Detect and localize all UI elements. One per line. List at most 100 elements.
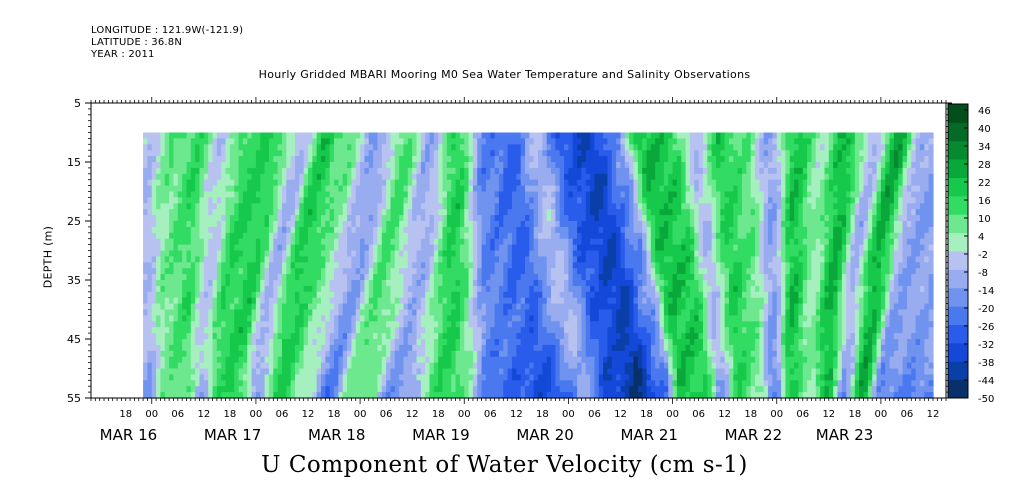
heatmap-cell <box>407 339 413 346</box>
heatmap-cell <box>294 209 300 216</box>
heatmap-cell <box>360 185 366 193</box>
heatmap-cell <box>216 244 222 252</box>
heatmap-cell <box>351 344 357 352</box>
heatmap-cell <box>516 303 522 311</box>
heatmap-cell <box>225 344 231 352</box>
heatmap-cell <box>381 209 387 216</box>
heatmap-cell <box>156 144 162 151</box>
heatmap-cell <box>242 226 248 234</box>
heatmap-cell <box>520 380 526 387</box>
heatmap-cell <box>598 203 604 210</box>
heatmap-cell <box>182 344 188 352</box>
heatmap-cell <box>420 339 426 346</box>
heatmap-cell <box>390 368 396 375</box>
heatmap-cell <box>216 327 222 334</box>
heatmap-cell <box>381 274 387 281</box>
heatmap-cell <box>551 309 556 316</box>
heatmap-cell <box>564 209 570 216</box>
heatmap-cell <box>442 221 448 228</box>
heatmap-cell <box>525 179 530 187</box>
heatmap-cell <box>620 144 626 151</box>
heatmap-cell <box>299 156 305 163</box>
heatmap-cell <box>572 144 578 151</box>
heatmap-cell <box>238 315 244 322</box>
heatmap-cell <box>494 333 500 340</box>
heatmap-cell <box>268 232 274 240</box>
heatmap-cell <box>412 244 418 252</box>
heatmap-cell <box>195 268 201 275</box>
heatmap-cell <box>542 232 548 240</box>
heatmap-cell <box>403 156 409 163</box>
heatmap-cell <box>234 380 240 387</box>
heatmap-cell <box>546 297 552 305</box>
heatmap-cell <box>303 368 309 375</box>
heatmap-cell <box>277 226 283 234</box>
heatmap-cell <box>260 386 266 393</box>
heatmap-cell <box>277 132 283 139</box>
heatmap-cell <box>164 327 170 334</box>
heatmap-cell <box>386 250 392 257</box>
heatmap-cell <box>590 209 596 216</box>
heatmap-cell <box>568 321 574 328</box>
heatmap-cell <box>160 339 166 346</box>
heatmap-cell <box>334 392 339 399</box>
heatmap-cell <box>538 344 543 352</box>
heatmap-cell <box>581 315 587 322</box>
heatmap-cell <box>373 327 379 334</box>
heatmap-cell <box>351 179 357 187</box>
heatmap-cell <box>173 173 179 181</box>
heatmap-cell <box>503 203 509 210</box>
heatmap-cell <box>533 280 539 287</box>
heatmap-cell <box>260 303 266 311</box>
heatmap-cell <box>542 327 548 334</box>
heatmap-cell <box>477 185 483 193</box>
heatmap-cell <box>247 144 253 151</box>
heatmap-cell <box>529 221 535 228</box>
heatmap-cell <box>255 280 261 287</box>
heatmap-cell <box>525 285 530 293</box>
heatmap-cell <box>260 274 266 281</box>
heatmap-cell <box>472 162 478 169</box>
heatmap-cell <box>312 144 318 151</box>
heatmap-cell <box>203 238 209 246</box>
heatmap-cell <box>581 374 587 381</box>
heatmap-cell <box>438 374 444 381</box>
heatmap-cell <box>286 162 292 169</box>
heatmap-cell <box>386 221 392 228</box>
heatmap-cell <box>585 132 591 139</box>
heatmap-cell <box>507 368 513 375</box>
heatmap-cell <box>559 297 565 305</box>
heatmap-cell <box>325 256 331 263</box>
heatmap-cell <box>143 321 149 328</box>
heatmap-cell <box>177 380 183 387</box>
heatmap-cell <box>446 327 452 334</box>
heatmap-cell <box>564 291 570 299</box>
heatmap-cell <box>468 297 474 305</box>
heatmap-cell <box>321 280 326 287</box>
heatmap-cell <box>164 256 170 263</box>
heatmap-cell <box>195 191 201 198</box>
heatmap-cell <box>182 173 188 181</box>
heatmap-cell <box>412 262 418 269</box>
heatmap-cell <box>438 226 444 234</box>
heatmap-cell <box>481 374 487 381</box>
heatmap-cell <box>355 268 361 275</box>
heatmap-cell <box>538 392 543 399</box>
heatmap-cell <box>151 339 157 346</box>
heatmap-cell <box>407 303 413 311</box>
heatmap-cell <box>459 209 465 216</box>
heatmap-cell <box>425 232 431 240</box>
heatmap-cell <box>451 244 457 252</box>
heatmap-cell <box>277 179 283 187</box>
heatmap-cell <box>390 203 396 210</box>
heatmap-cell <box>299 344 305 352</box>
heatmap-cell <box>433 173 439 181</box>
heatmap-cell <box>433 215 439 222</box>
heatmap-cell <box>212 303 218 311</box>
heatmap-cell <box>342 221 348 228</box>
heatmap-cell <box>299 356 305 364</box>
heatmap-cell <box>394 167 400 175</box>
heatmap-cell <box>581 197 587 204</box>
heatmap-cell <box>564 362 570 370</box>
heatmap-cell <box>420 297 426 305</box>
